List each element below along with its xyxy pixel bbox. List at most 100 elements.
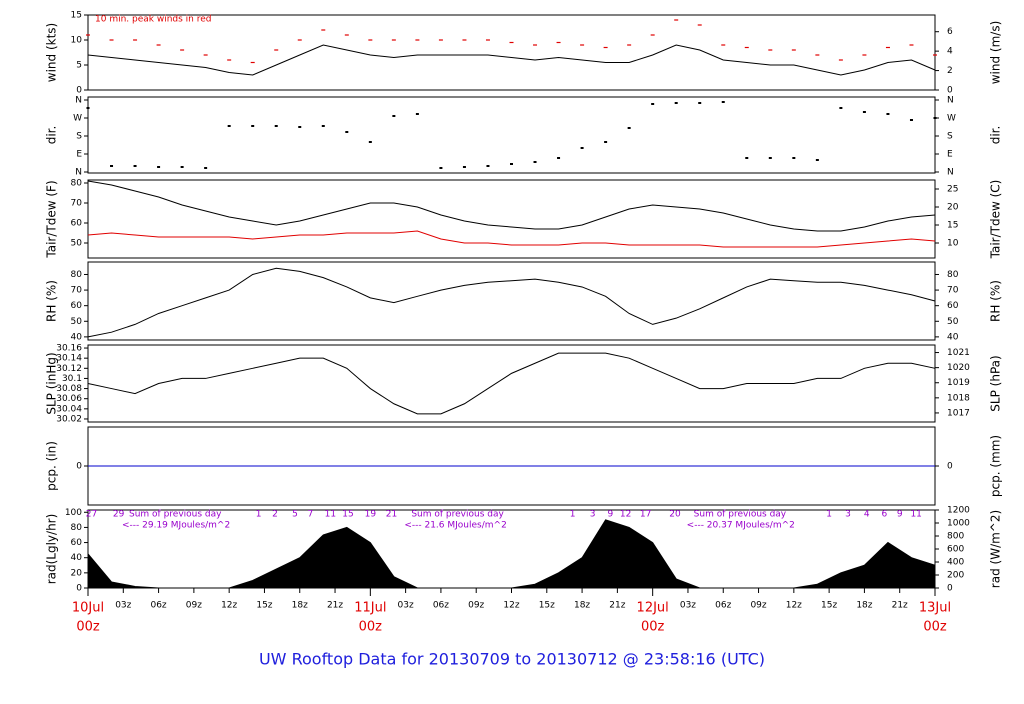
- y2-tick-label: W: [947, 114, 956, 124]
- y-tick-label: 100: [65, 508, 82, 518]
- hour-mark: 5: [292, 510, 298, 520]
- scatter-point: [698, 102, 702, 104]
- hour-mark: 12: [620, 510, 631, 520]
- y-tick-label: 70: [71, 286, 83, 296]
- y-tick-label: 60: [71, 301, 83, 311]
- series-area: [87, 519, 936, 589]
- x-tick-label: 15z: [539, 601, 555, 611]
- y-tick-label: 15: [71, 11, 82, 21]
- x-tick-label: 06z: [715, 601, 731, 611]
- x-tick-label: 03z: [115, 601, 131, 611]
- series-line: [87, 44, 936, 76]
- scatter-point: [651, 103, 655, 105]
- series-line: [87, 230, 936, 248]
- hour-mark: 19: [365, 510, 377, 520]
- y2-tick-label: 40: [947, 332, 959, 342]
- day-label: 12Jul: [637, 601, 669, 616]
- day-label: 13Jul: [919, 601, 951, 616]
- y2-axis-label: wind (m/s): [989, 21, 1003, 85]
- x-tick-label: 09z: [186, 601, 202, 611]
- y2-tick-label: 0: [947, 584, 953, 594]
- hour-mark: 7: [307, 510, 313, 520]
- scatter-point: [204, 167, 208, 169]
- y2-tick-label: S: [947, 132, 953, 142]
- x-tick-label: 18z: [292, 601, 308, 611]
- y2-tick-label: 0: [947, 462, 953, 472]
- scatter-point: [439, 167, 443, 169]
- hour-mark: 11: [910, 510, 921, 520]
- hour-mark: 15: [342, 510, 353, 520]
- x-tick-label: 15z: [256, 601, 272, 611]
- y-tick-label: 60: [71, 219, 83, 229]
- scatter-point: [557, 157, 561, 159]
- scatter-point: [486, 165, 490, 167]
- y-axis-label: wind (kts): [45, 23, 59, 82]
- y-tick-label: 0: [76, 462, 82, 472]
- y-tick-label: 5: [76, 61, 82, 71]
- daily-sum-label: Sum of previous day: [129, 510, 222, 520]
- panel-frame: [87, 179, 936, 259]
- hour-mark: 27: [86, 510, 97, 520]
- hour-mark: 4: [864, 510, 870, 520]
- x-tick-label: 21z: [327, 601, 343, 611]
- day-hour-label: 00z: [76, 620, 100, 635]
- x-tick-label: 12z: [221, 601, 237, 611]
- y-tick-label: W: [73, 114, 82, 124]
- y-tick-label: N: [75, 168, 82, 178]
- y-tick-label: 40: [71, 553, 83, 563]
- hour-mark: 20: [669, 510, 681, 520]
- y-tick-label: 80: [71, 179, 83, 189]
- y-tick-label: 30.12: [56, 364, 82, 374]
- y2-axis-label: RH (%): [989, 280, 1003, 322]
- hour-mark: 3: [845, 510, 851, 520]
- y2-tick-label: N: [947, 96, 954, 106]
- scatter-point: [815, 159, 819, 161]
- day-hour-label: 00z: [359, 620, 383, 635]
- y-tick-label: 30.02: [56, 414, 82, 424]
- scatter-point: [745, 157, 749, 159]
- x-tick-label: 03z: [398, 601, 414, 611]
- y2-axis-label: SLP (hPa): [989, 355, 1003, 411]
- series-line: [87, 267, 936, 338]
- x-tick-label: 06z: [150, 601, 166, 611]
- hour-mark: 6: [882, 510, 888, 520]
- x-tick-label: 21z: [892, 601, 908, 611]
- y-tick-label: 30.14: [56, 354, 82, 364]
- x-tick-label: 21z: [609, 601, 625, 611]
- scatter-point: [157, 166, 161, 168]
- hour-mark: 1: [256, 510, 262, 520]
- y-tick-label: 30.1: [62, 374, 82, 384]
- y-tick-label: 10: [71, 36, 83, 46]
- scatter-point: [839, 107, 843, 109]
- y-axis-label: rad(Lgly/hr): [45, 514, 59, 585]
- hour-mark: 9: [607, 510, 613, 520]
- scatter-point: [580, 147, 584, 149]
- scatter-point: [133, 165, 137, 167]
- scatter-point: [721, 101, 725, 103]
- page-title: UW Rooftop Data for 20130709 to 20130712…: [259, 650, 765, 669]
- y-tick-label: 80: [71, 523, 83, 533]
- scatter-point: [180, 166, 184, 168]
- y-tick-label: 30.16: [56, 344, 82, 354]
- y2-tick-label: 600: [947, 545, 964, 555]
- scatter-point: [274, 125, 278, 127]
- y2-axis-label: Tair/Tdew (C): [989, 180, 1003, 260]
- y-tick-label: 60: [71, 538, 83, 548]
- y2-tick-label: 1200: [947, 506, 970, 516]
- scatter-point: [533, 161, 537, 163]
- y2-tick-label: 1019: [947, 378, 970, 388]
- y2-tick-label: 6: [947, 27, 953, 37]
- scatter-point: [792, 157, 796, 159]
- scatter-point: [462, 166, 466, 168]
- hour-mark: 2: [272, 510, 278, 520]
- daily-sum-label: Sum of previous day: [411, 510, 504, 520]
- y2-tick-label: 400: [947, 558, 964, 568]
- scatter-point: [110, 165, 114, 167]
- y2-tick-label: 0: [947, 86, 953, 96]
- y-axis-label: dir.: [45, 126, 59, 145]
- hour-mark: 17: [640, 510, 651, 520]
- scatter-point: [345, 131, 349, 133]
- x-tick-label: 12z: [786, 601, 802, 611]
- scatter-point: [227, 125, 231, 127]
